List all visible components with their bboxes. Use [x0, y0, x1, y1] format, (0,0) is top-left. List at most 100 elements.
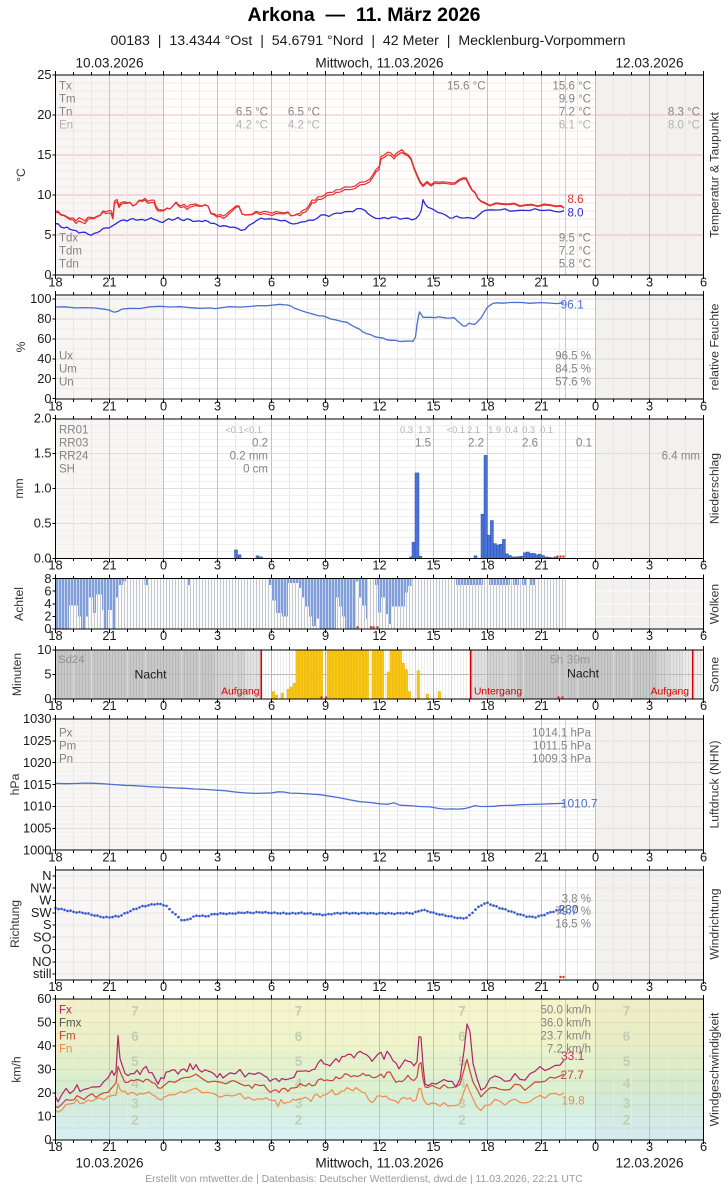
svg-text:230: 230: [559, 903, 579, 917]
svg-text:relative Feuchte: relative Feuchte: [708, 303, 722, 390]
svg-text:33.1: 33.1: [561, 1049, 585, 1063]
svg-text:Arkona — 11. März 2026: Arkona — 11. März 2026: [247, 4, 480, 26]
svg-text:21: 21: [102, 698, 116, 713]
svg-text:18: 18: [48, 849, 62, 864]
svg-text:18: 18: [48, 274, 62, 289]
svg-text:12: 12: [372, 1139, 386, 1154]
svg-text:6: 6: [700, 558, 707, 573]
svg-text:Temperatur & Taupunkt: Temperatur & Taupunkt: [708, 112, 722, 238]
svg-text:SH: SH: [59, 464, 75, 476]
svg-text:6: 6: [268, 628, 275, 643]
svg-text:21: 21: [102, 628, 116, 643]
svg-text:%: %: [14, 341, 28, 352]
svg-text:Nacht: Nacht: [134, 668, 167, 682]
svg-text:2: 2: [44, 609, 51, 624]
svg-text:Tx: Tx: [59, 81, 72, 93]
svg-text:1030: 1030: [23, 711, 51, 726]
svg-text:4: 4: [131, 1076, 139, 1091]
svg-text:Windgeschwindigkeit: Windgeschwindigkeit: [708, 1012, 722, 1126]
svg-text:9: 9: [322, 698, 329, 713]
svg-text:0.0: 0.0: [34, 551, 52, 566]
svg-text:1015: 1015: [23, 777, 51, 792]
svg-text:6: 6: [458, 1029, 466, 1044]
svg-text:15: 15: [426, 849, 440, 864]
svg-text:36.0 km/h: 36.0 km/h: [541, 1018, 592, 1030]
svg-text:1009.3 hPa: 1009.3 hPa: [532, 754, 591, 766]
svg-text:Fm: Fm: [59, 1031, 76, 1043]
svg-text:18: 18: [48, 628, 62, 643]
svg-text:1011.5 hPa: 1011.5 hPa: [533, 741, 592, 753]
svg-text:0.2: 0.2: [252, 438, 268, 450]
svg-text:21: 21: [102, 1139, 116, 1154]
svg-text:9: 9: [322, 558, 329, 573]
svg-text:3: 3: [646, 398, 653, 413]
svg-text:10: 10: [37, 187, 51, 202]
svg-text:4: 4: [458, 1076, 466, 1091]
svg-text:0: 0: [592, 558, 599, 573]
svg-text:7: 7: [458, 1003, 466, 1018]
svg-text:9: 9: [322, 628, 329, 643]
svg-text:21: 21: [534, 1139, 548, 1154]
svg-text:0: 0: [592, 1139, 599, 1154]
svg-text:3: 3: [646, 1139, 653, 1154]
svg-text:Tdm: Tdm: [59, 246, 82, 258]
svg-text:0: 0: [160, 849, 167, 864]
svg-text:<0.1: <0.1: [447, 425, 465, 435]
svg-text:15: 15: [426, 628, 440, 643]
svg-text:12: 12: [372, 979, 386, 994]
svg-text:21: 21: [102, 979, 116, 994]
svg-text:1025: 1025: [23, 733, 51, 748]
svg-text:5: 5: [623, 1054, 631, 1069]
svg-text:S: S: [43, 917, 52, 932]
svg-text:0.2 mm: 0.2 mm: [230, 451, 268, 463]
svg-text:0: 0: [160, 979, 167, 994]
svg-text:0: 0: [160, 558, 167, 573]
svg-text:Px: Px: [59, 728, 73, 740]
svg-text:0.3: 0.3: [522, 425, 535, 435]
svg-text:Niederschlag: Niederschlag: [708, 453, 722, 524]
svg-text:21: 21: [534, 274, 548, 289]
svg-text:0: 0: [160, 398, 167, 413]
svg-text:0: 0: [160, 628, 167, 643]
svg-text:Tn: Tn: [59, 107, 72, 119]
svg-text:15.6 °C: 15.6 °C: [553, 81, 591, 93]
svg-text:6: 6: [268, 274, 275, 289]
svg-text:18: 18: [480, 979, 494, 994]
svg-text:4: 4: [623, 1076, 631, 1091]
svg-text:1010: 1010: [23, 799, 51, 814]
svg-text:0: 0: [592, 849, 599, 864]
svg-text:3: 3: [131, 1096, 139, 1111]
svg-text:3: 3: [214, 849, 221, 864]
svg-text:0.4: 0.4: [505, 425, 518, 435]
svg-text:80: 80: [37, 311, 51, 326]
svg-text:9.9 °C: 9.9 °C: [559, 94, 591, 106]
svg-text:19.8: 19.8: [562, 1094, 586, 1108]
svg-text:21: 21: [102, 558, 116, 573]
svg-text:6: 6: [44, 583, 51, 598]
svg-text:6: 6: [700, 698, 707, 713]
svg-text:18: 18: [48, 698, 62, 713]
svg-text:3: 3: [214, 398, 221, 413]
svg-text:6: 6: [268, 558, 275, 573]
svg-text:3: 3: [214, 979, 221, 994]
svg-text:1005: 1005: [23, 821, 51, 836]
svg-text:6.5 °C: 6.5 °C: [288, 107, 320, 119]
svg-text:0: 0: [592, 628, 599, 643]
svg-text:0: 0: [160, 1139, 167, 1154]
svg-text:2.1: 2.1: [467, 425, 480, 435]
svg-text:6: 6: [700, 398, 707, 413]
svg-text:Fmx: Fmx: [59, 1018, 82, 1030]
svg-text:6.4 mm: 6.4 mm: [662, 451, 700, 463]
svg-text:Un: Un: [59, 377, 74, 389]
svg-text:9: 9: [322, 1139, 329, 1154]
svg-text:6: 6: [295, 1029, 303, 1044]
svg-text:6.1 °C: 6.1 °C: [559, 120, 591, 132]
svg-text:40: 40: [37, 351, 51, 366]
svg-text:15: 15: [426, 274, 440, 289]
svg-text:Minuten: Minuten: [10, 653, 24, 696]
svg-text:100: 100: [30, 291, 51, 306]
svg-text:RR03: RR03: [59, 438, 88, 450]
svg-text:Fn: Fn: [59, 1044, 72, 1056]
svg-text:4: 4: [44, 596, 51, 611]
svg-text:Pn: Pn: [59, 754, 73, 766]
